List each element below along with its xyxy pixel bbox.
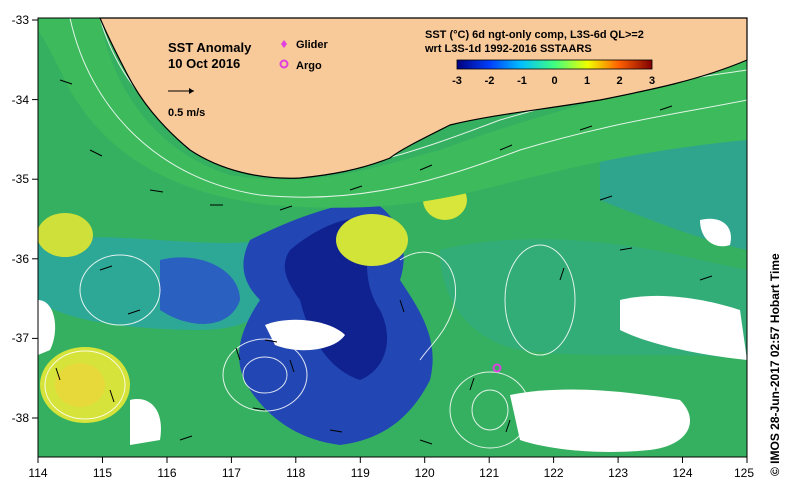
- scale-arrow: [168, 88, 194, 94]
- lon-tick: 118: [286, 466, 305, 480]
- cloud-gap-3: [620, 295, 747, 360]
- svg-text:3: 3: [649, 75, 655, 87]
- svg-text:2: 2: [616, 75, 622, 87]
- svg-text:1: 1: [584, 75, 590, 87]
- argo-float-marker: [492, 363, 502, 373]
- product-line-1: SST (°C) 6d ngt-only comp, L3S-6d QL>=2: [425, 29, 644, 41]
- warm-patch-west: [38, 213, 93, 257]
- longitude-axis: 114 115 116 117 118 119 120 121 122 123 …: [28, 457, 754, 480]
- lon-tick: 116: [157, 466, 176, 480]
- svg-text:-3: -3: [452, 75, 462, 87]
- lon-tick: 117: [222, 466, 241, 480]
- lat-tick: -38: [12, 411, 30, 425]
- map-title: SST Anomaly: [168, 40, 252, 55]
- lat-tick: -35: [12, 172, 30, 186]
- svg-text:Argo: Argo: [296, 60, 322, 72]
- lat-tick: -33: [12, 13, 30, 27]
- imos-credit: © IMOS 28-Jun-2017 02:57 Hobart Time: [768, 253, 782, 476]
- svg-text:0: 0: [551, 75, 557, 87]
- lon-tick: 125: [734, 466, 754, 480]
- cloud-gap-6: [700, 218, 731, 247]
- current-vectors: [55, 79, 713, 445]
- lat-tick: -36: [12, 252, 30, 266]
- lon-tick: 123: [608, 466, 628, 480]
- legend-argo: Argo: [279, 59, 322, 72]
- lon-tick: 124: [672, 466, 692, 480]
- lon-tick: 120: [415, 466, 435, 480]
- glider-icon: [281, 40, 287, 48]
- cloud-gap-2: [510, 389, 690, 452]
- product-line-2: wrt L3S-1d 1992-2016 SSTAARS: [424, 43, 592, 55]
- lat-tick: -34: [12, 93, 30, 107]
- lon-tick: 122: [544, 466, 564, 480]
- australia-landmass: [99, 17, 748, 179]
- colorbar: [456, 59, 653, 70]
- svg-text:-1: -1: [517, 75, 527, 87]
- cloud-gap-4: [130, 399, 161, 445]
- lon-tick: 115: [93, 466, 112, 480]
- latitude-axis: -33 -34 -35 -36 -37 -38: [12, 13, 38, 425]
- legend-glider: Glider: [281, 39, 329, 51]
- lon-tick: 114: [28, 466, 47, 480]
- colorbar-ticks: -3 -2 -1 0 1 2 3: [452, 75, 655, 87]
- cold-patch-west: [160, 257, 240, 324]
- cloud-gap-1: [265, 319, 345, 351]
- scale-arrow-label: 0.5 m/s: [168, 107, 205, 119]
- plot-frame: [37, 17, 748, 458]
- map-date: 10 Oct 2016: [168, 56, 240, 71]
- argo-icon: [279, 59, 289, 69]
- lat-tick: -37: [12, 331, 30, 345]
- lon-tick: 119: [351, 466, 370, 480]
- warm-eddy-center: [336, 214, 408, 266]
- cloud-gap-5: [38, 300, 56, 355]
- svg-text:-2: -2: [485, 75, 495, 87]
- lon-tick: 121: [479, 466, 499, 480]
- svg-text:Glider: Glider: [296, 39, 329, 51]
- coastal-band: [38, 18, 747, 208]
